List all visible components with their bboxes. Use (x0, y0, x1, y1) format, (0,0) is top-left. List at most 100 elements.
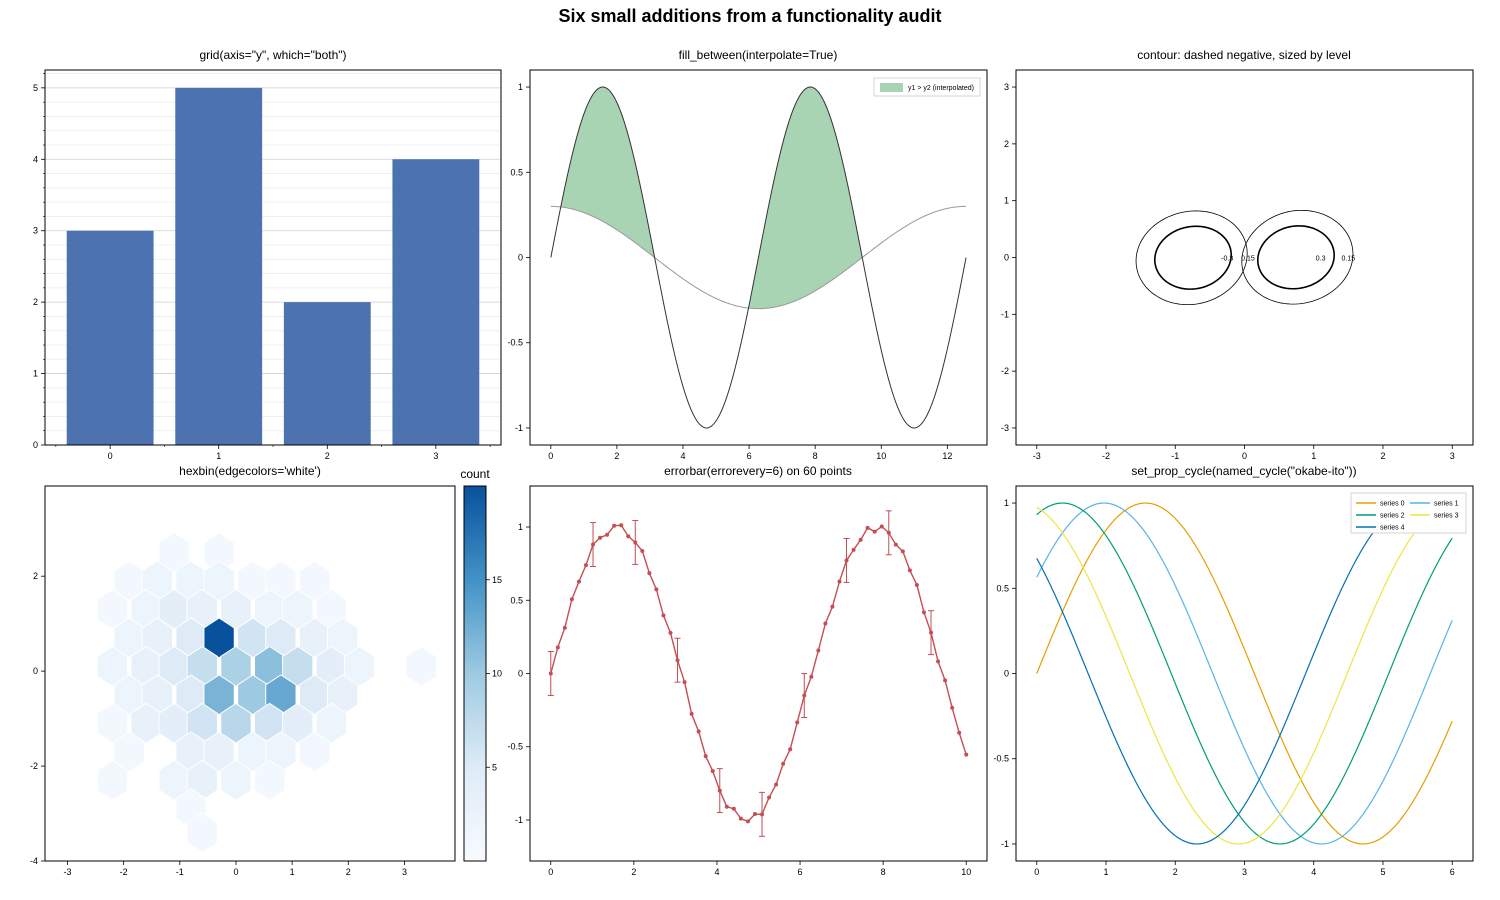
y-tick-label: 0 (33, 440, 38, 450)
legend: series 0 series 1 series 2 series 3 series 4 (1350, 492, 1467, 534)
colorbar: count 5 10 15 (460, 467, 502, 862)
contour-label: 0.15 (1342, 256, 1356, 263)
x-tick-label: 6 (798, 867, 803, 877)
figure-title: Six small additions from a functionality… (558, 6, 941, 26)
bar-1 (175, 87, 263, 445)
x-tick-label: 4 (680, 451, 685, 461)
colorbar-gradient (463, 485, 487, 862)
data-point-45 (865, 525, 870, 530)
fill-between-panel: 0 2 4 6 8 10 12 -1 -0.5 0 0.5 1 y1 > y2 (interpolat… (507, 69, 988, 461)
data-point-21 (696, 729, 701, 734)
y-tick-label: 0 (33, 666, 38, 676)
legend-label-4: series 4 (1380, 525, 1405, 532)
data-point-32 (774, 782, 779, 787)
contour-line-1 (1135, 210, 1248, 306)
hex-cell-29 (220, 645, 252, 687)
x-tick-label: 0 (1034, 867, 1039, 877)
data-point-56 (943, 678, 948, 683)
y-tick-label: 0.5 (510, 595, 523, 605)
data-point-3 (569, 597, 574, 602)
hex-cell-61 (253, 759, 286, 801)
legend-label-1: series 1 (1434, 501, 1459, 508)
data-point-39 (823, 621, 828, 626)
axis-ticks: -3 -2 -1 0 1 2 3 -4 -2 0 2 (30, 571, 407, 877)
axis-ticks: 0 1 2 3 0 1 2 3 4 5 (33, 73, 491, 461)
contour-line-2 (1256, 225, 1336, 290)
data-point-27 (738, 816, 743, 821)
series-lines (1036, 502, 1453, 845)
contour-line-0 (1153, 225, 1233, 290)
fill-region-segment (748, 87, 863, 309)
data-point-35 (795, 720, 800, 725)
data-point-16 (661, 613, 666, 618)
y-tick-label: -4 (30, 856, 38, 866)
y-tick-label: 0 (1004, 669, 1009, 679)
x-tick-label: 0 (548, 867, 553, 877)
hex-cell-50 (315, 702, 348, 744)
data-point-25 (724, 804, 729, 809)
hex-cell-63 (186, 811, 218, 854)
y-tick-label: 1 (518, 82, 523, 92)
x-tick-label: 1 (290, 867, 295, 877)
x-tick-label: 12 (942, 451, 952, 461)
legend-label-0: series 0 (1380, 501, 1405, 508)
series-line-4 (1036, 502, 1453, 845)
data-point-13 (640, 548, 645, 553)
line-y2 (550, 205, 967, 310)
data-point-50 (900, 549, 905, 554)
data-point-11 (626, 534, 631, 539)
fill-region (560, 87, 863, 309)
panel-2-title: fill_between(interpolate=True) (679, 48, 838, 62)
x-tick-label: 6 (747, 451, 752, 461)
y-tick-label: 2 (33, 297, 38, 307)
hex-cell-13 (220, 588, 252, 630)
data-point-48 (886, 530, 891, 535)
x-tick-label: 0 (1242, 451, 1247, 461)
contour-label: 0.3 (1316, 256, 1326, 263)
x-tick-label: 3 (433, 451, 438, 461)
axis-ticks: 0 2 4 6 8 10 12 -1 -0.5 0 0.5 1 (507, 82, 952, 461)
x-tick-label: 2 (631, 867, 636, 877)
y-tick-label: 1 (1004, 196, 1009, 206)
colorbar-tick-label: 10 (492, 669, 502, 679)
y-tick-label: -1 (1001, 839, 1009, 849)
axes-frame (44, 69, 502, 446)
data-point-10 (619, 523, 624, 528)
legend-label-2: series 2 (1380, 513, 1405, 520)
y-tick-label: 0.5 (996, 583, 1009, 593)
y-tick-label: 1 (1004, 498, 1009, 508)
x-tick-label: 2 (614, 451, 619, 461)
hex-cell-20 (203, 617, 235, 659)
axes-frame (529, 485, 988, 862)
x-tick-label: 4 (714, 867, 719, 877)
hex-cell-51 (113, 731, 145, 773)
data-point-34 (788, 747, 793, 752)
x-tick-label: 3 (402, 867, 407, 877)
hex-cell-5 (203, 560, 235, 602)
panel-6-title: set_prop_cycle(named_cycle("okabe-ito")) (1131, 464, 1356, 478)
data-point-49 (893, 542, 898, 547)
panel-3-title: contour: dashed negative, sized by level (1137, 48, 1350, 62)
series-line-0 (1036, 502, 1453, 845)
contour-label: 0.15 (1241, 256, 1255, 263)
x-tick-label: 2 (325, 451, 330, 461)
data-point-51 (907, 568, 912, 573)
error-bars (547, 510, 935, 837)
hex-cell-49 (282, 702, 314, 744)
data-point-26 (731, 806, 736, 811)
data-point-18 (675, 658, 680, 663)
colorbar-tick-label: 5 (492, 762, 497, 772)
contour-line-3 (1241, 209, 1354, 305)
panel-1-title: grid(axis="y", which="both") (199, 48, 346, 62)
data-point-55 (936, 659, 941, 664)
hex-cells (96, 531, 437, 854)
hex-cell-31 (282, 645, 314, 687)
colorbar-tick-label: 15 (492, 575, 502, 585)
hex-cell-25 (96, 645, 129, 687)
y-tick-label: 0 (518, 253, 523, 263)
data-point-28 (745, 819, 750, 824)
hex-cell-34 (405, 645, 437, 687)
series-line-1 (1036, 502, 1453, 845)
x-tick-label: -2 (1102, 451, 1110, 461)
hex-cell-47 (220, 702, 252, 744)
